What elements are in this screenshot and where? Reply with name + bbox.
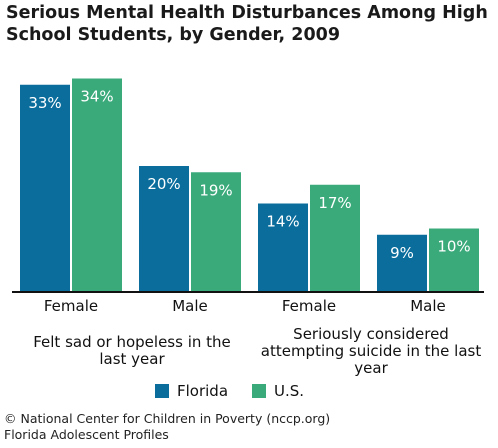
legend: Florida U.S. (155, 382, 328, 400)
legend-swatch-florida (155, 384, 169, 398)
data-label-florida-female-sad: 33% (28, 94, 61, 112)
bar-us-male-suicide (429, 228, 479, 291)
data-label-us-male-sad: 19% (199, 181, 232, 199)
data-label-us-female-suicide: 17% (318, 194, 351, 212)
legend-item-us: U.S. (252, 382, 304, 400)
x-tick-label-female-sad: Female (44, 297, 98, 315)
legend-item-florida: Florida (155, 382, 228, 400)
data-label-us-female-sad: 34% (80, 88, 113, 106)
group-label-suicide: Seriously considered attempting suicide … (260, 325, 482, 377)
bar-us-female-sad (72, 78, 122, 291)
data-label-us-male-suicide: 10% (437, 238, 470, 256)
footer-copyright: © National Center for Children in Povert… (4, 411, 331, 426)
x-tick-label-male-sad: Male (172, 297, 208, 315)
bar-us-male-sad (191, 172, 241, 291)
bar-us-female-suicide (310, 184, 360, 291)
bar-florida-female-suicide (258, 203, 308, 291)
x-tick-label-male-suicide: Male (410, 297, 446, 315)
bar-florida-male-suicide (377, 234, 427, 291)
bar-florida-male-sad (139, 166, 189, 291)
data-label-florida-male-sad: 20% (147, 175, 180, 193)
bar-florida-female-sad (20, 84, 70, 291)
legend-label-florida: Florida (177, 382, 229, 400)
chart-title: Serious Mental Health Disturbances Among… (6, 3, 488, 45)
x-tick-label-female-suicide: Female (282, 297, 336, 315)
legend-label-us: U.S. (274, 382, 305, 400)
data-label-florida-male-suicide: 9% (390, 244, 414, 262)
legend-swatch-us (252, 384, 267, 398)
group-label-sad: Felt sad or hopeless in the last year (33, 333, 231, 368)
data-label-florida-female-suicide: 14% (266, 213, 299, 231)
footer-source: Florida Adolescent Profiles (4, 427, 169, 442)
footer: © National Center for Children in Povert… (4, 411, 330, 443)
